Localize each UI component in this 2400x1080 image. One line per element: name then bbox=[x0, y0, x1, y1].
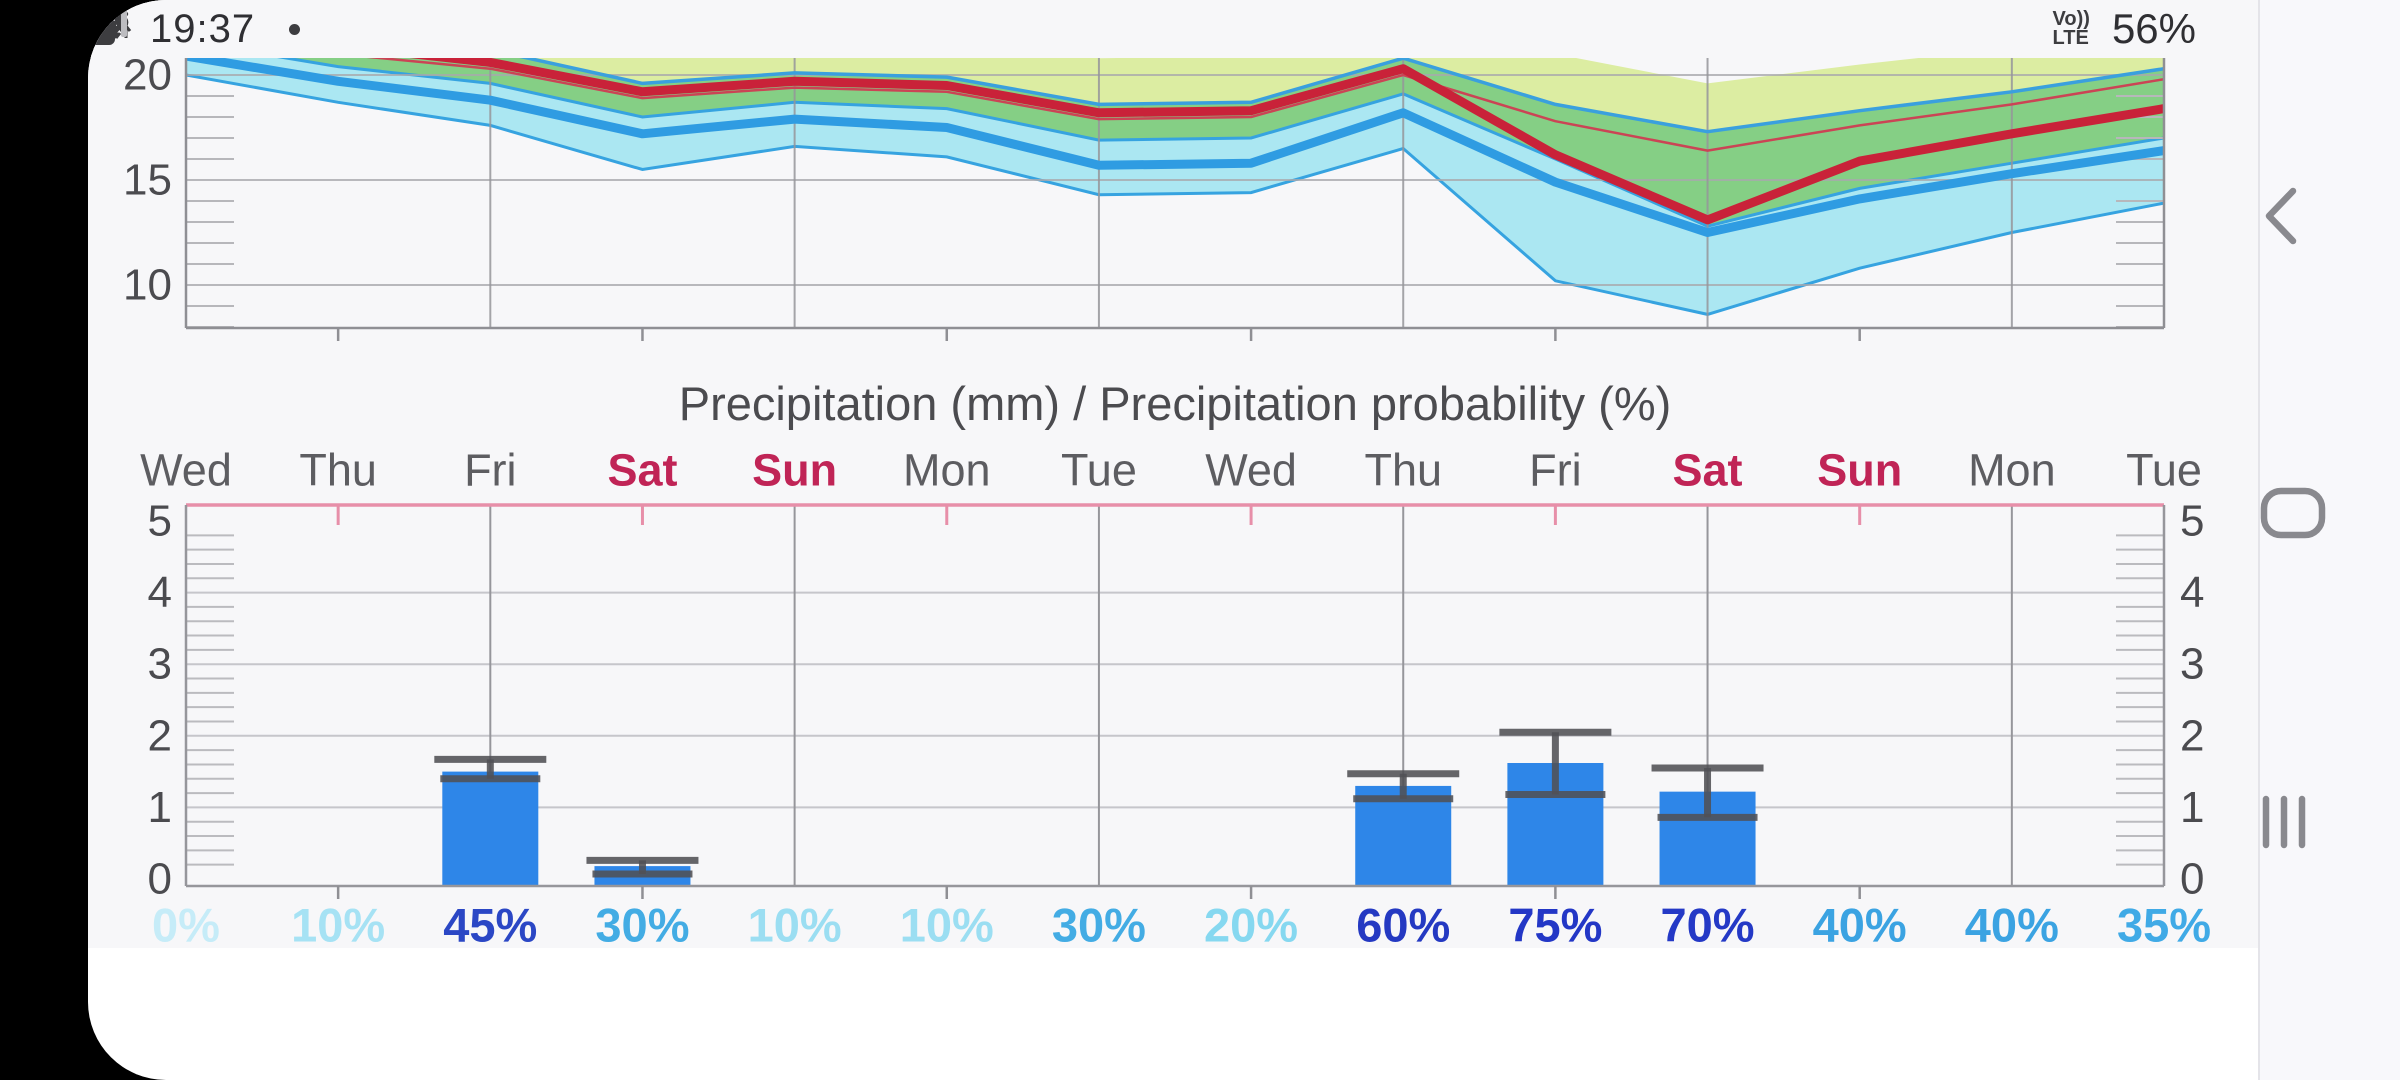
probability-label-11: 40% bbox=[1813, 899, 1907, 952]
day-label-sat-10: Sat bbox=[1673, 445, 1743, 496]
probability-label-13: 35% bbox=[2117, 899, 2211, 952]
day-label-mon-5: Mon bbox=[903, 445, 991, 496]
volte-top-label: Vo)) bbox=[2052, 8, 2090, 30]
home-button[interactable] bbox=[2260, 487, 2400, 607]
volte-bottom-label: LTE bbox=[2052, 27, 2089, 49]
day-label-sat-3: Sat bbox=[607, 445, 677, 496]
battery-icon bbox=[89, 2, 115, 45]
temp-axis-label-10: 10 bbox=[123, 261, 172, 310]
precipitation-chart: 0 0 1 1 2 2 3 3 4 4 5 5 0% 10% 45% 30% 10% 10% 30% 20% 60% 75… bbox=[148, 497, 2212, 952]
probability-label-5: 10% bbox=[900, 899, 994, 952]
day-label-sun-11: Sun bbox=[1817, 445, 1902, 496]
temp-axis-label-20: 20 bbox=[123, 51, 172, 100]
model2-range-band bbox=[186, 56, 2164, 315]
navigation-bar bbox=[2258, 0, 2400, 1080]
temperature-chart: 10 15 20 bbox=[123, 51, 2166, 341]
day-label-wed-0: Wed bbox=[140, 445, 232, 496]
probability-label-6: 30% bbox=[1052, 899, 1146, 952]
precip-right-axis-label-4: 4 bbox=[2180, 568, 2204, 617]
app-window: 10 15 20 Precipitation (mm) / Precipitatio… bbox=[88, 0, 2258, 1080]
battery-percent: 56% bbox=[2111, 5, 2196, 52]
day-label-wed-7: Wed bbox=[1205, 445, 1297, 496]
precip-left-axis-label-0: 0 bbox=[148, 855, 172, 904]
precip-right-axis-label-0: 0 bbox=[2180, 855, 2204, 904]
probability-label-12: 40% bbox=[1965, 899, 2059, 952]
back-chevron-icon bbox=[2265, 187, 2297, 245]
volte-indicator: Vo)) LTE bbox=[2052, 8, 2090, 49]
clock-time: 19:37 bbox=[150, 6, 256, 51]
precip-left-axis-label-4: 4 bbox=[148, 568, 172, 617]
probability-label-10: 70% bbox=[1660, 899, 1754, 952]
precipitation-bars bbox=[434, 728, 1764, 886]
probability-label-3: 30% bbox=[595, 899, 689, 952]
precip-left-axis-label-5: 5 bbox=[148, 497, 172, 546]
status-bar-right: Vo)) LTE 56% bbox=[88, 2, 2196, 53]
temp-axis-label-15: 15 bbox=[123, 156, 172, 205]
probability-label-8: 60% bbox=[1356, 899, 1450, 952]
model1-outer-lower-edge bbox=[345, 56, 2164, 152]
precip-right-axis-label-3: 3 bbox=[2180, 640, 2204, 689]
day-labels-row: Wed Thu Fri Sat Sun Mon Tue Wed Thu Fri Sat Sun Mon T… bbox=[140, 445, 2202, 496]
precip-left-axis-label-3: 3 bbox=[148, 640, 172, 689]
day-label-sun-4: Sun bbox=[752, 445, 837, 496]
probability-label-0: 0% bbox=[152, 899, 220, 952]
model2-median-temperature bbox=[186, 56, 2164, 237]
chart-title: Precipitation (mm) / Precipitation proba… bbox=[679, 377, 1672, 430]
model2-range-band-lower-edge bbox=[186, 73, 2164, 316]
day-label-thu-1: Thu bbox=[299, 445, 377, 496]
model1-upper-edge bbox=[510, 56, 2164, 134]
model2-range-band-upper-edge bbox=[264, 56, 2164, 228]
notification-dot bbox=[289, 23, 301, 35]
precip-right-axis-label-5: 5 bbox=[2180, 497, 2204, 546]
home-icon bbox=[2260, 487, 2326, 539]
status-bar-left: 19:37 bbox=[90, 2, 301, 52]
recent-apps-icon bbox=[2262, 795, 2306, 849]
precip-left-axis-label-1: 1 bbox=[148, 783, 172, 832]
day-label-tue-13: Tue bbox=[2126, 445, 2202, 496]
precip-right-axis-label-2: 2 bbox=[2180, 711, 2204, 760]
recent-apps-button[interactable] bbox=[2260, 795, 2400, 915]
precip-bar-8 bbox=[1355, 785, 1452, 886]
probability-label-2: 45% bbox=[443, 899, 537, 952]
temperature-lines bbox=[186, 56, 2164, 237]
model1-median-temperature bbox=[391, 56, 2164, 225]
probability-label-9: 75% bbox=[1508, 899, 1602, 952]
status-bar: 19:37 bbox=[88, 0, 2258, 58]
day-label-thu-8: Thu bbox=[1364, 445, 1442, 496]
precip-bar-2 bbox=[442, 771, 539, 886]
day-label-fri-2: Fri bbox=[464, 445, 516, 496]
probability-label-4: 10% bbox=[748, 899, 842, 952]
precip-right-axis-label-1: 1 bbox=[2180, 783, 2204, 832]
probability-label-1: 10% bbox=[291, 899, 385, 952]
precip-left-axis-label-2: 2 bbox=[148, 711, 172, 760]
day-label-tue-6: Tue bbox=[1061, 445, 1137, 496]
back-button[interactable] bbox=[2260, 185, 2400, 305]
probability-label-7: 20% bbox=[1204, 899, 1298, 952]
day-label-mon-12: Mon bbox=[1968, 445, 2056, 496]
day-label-fri-9: Fri bbox=[1529, 445, 1581, 496]
